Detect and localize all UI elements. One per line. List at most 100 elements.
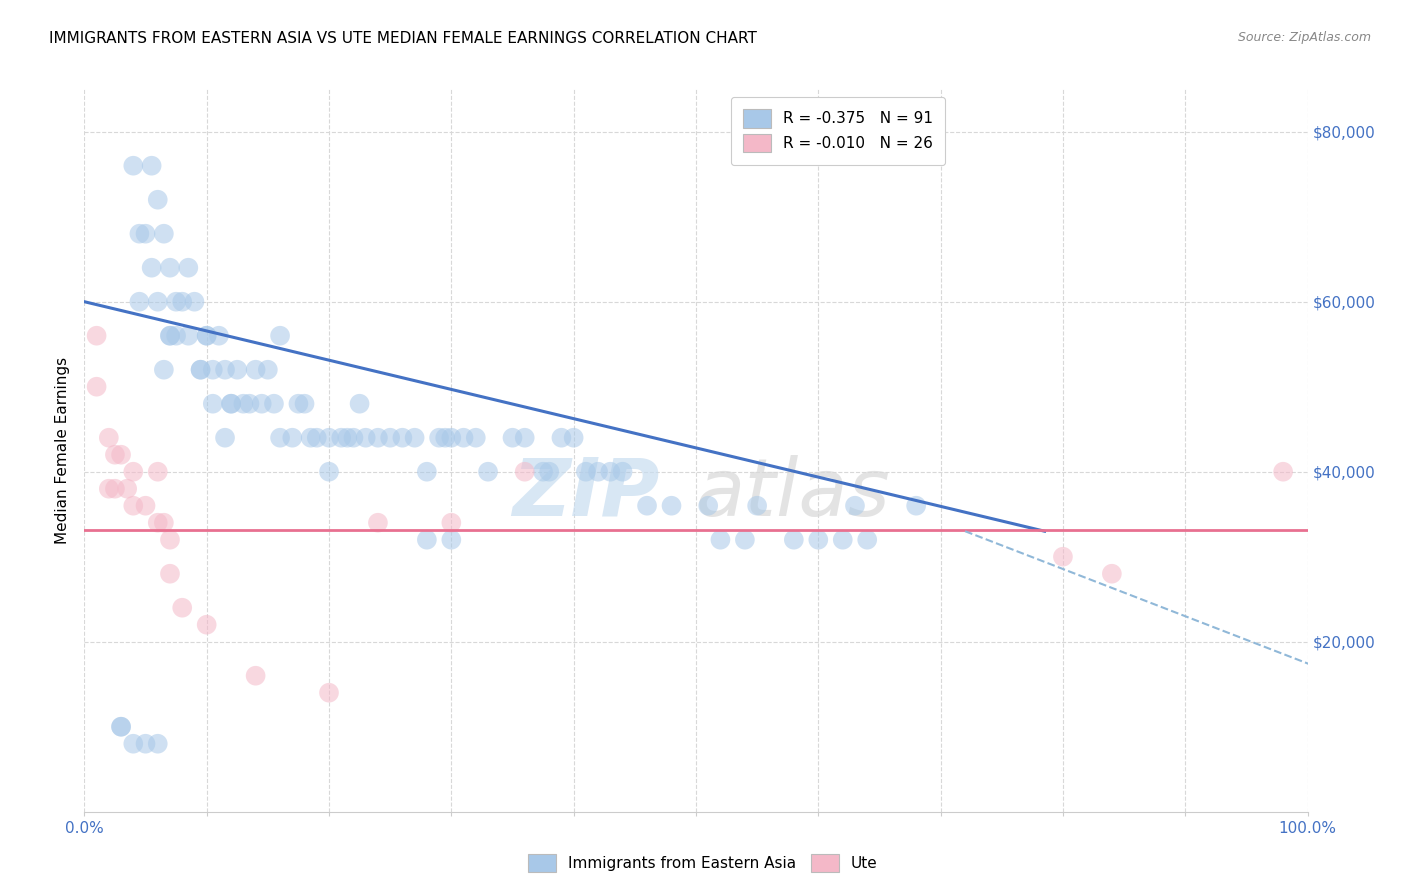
Point <box>538 465 561 479</box>
Point <box>391 431 413 445</box>
Point <box>97 431 120 445</box>
Text: ZIP: ZIP <box>512 455 659 533</box>
Point <box>219 397 242 411</box>
Point <box>281 431 304 445</box>
Point <box>905 499 928 513</box>
Y-axis label: Median Female Earnings: Median Female Earnings <box>55 357 70 544</box>
Legend: Immigrants from Eastern Asia, Ute: Immigrants from Eastern Asia, Ute <box>520 846 886 880</box>
Point <box>434 431 457 445</box>
Point <box>367 431 389 445</box>
Point <box>122 465 145 479</box>
Text: Source: ZipAtlas.com: Source: ZipAtlas.com <box>1237 31 1371 45</box>
Text: IMMIGRANTS FROM EASTERN ASIA VS UTE MEDIAN FEMALE EARNINGS CORRELATION CHART: IMMIGRANTS FROM EASTERN ASIA VS UTE MEDI… <box>49 31 756 46</box>
Point <box>153 227 176 241</box>
Point <box>135 499 157 513</box>
Point <box>115 482 138 496</box>
Point <box>831 533 853 547</box>
Point <box>318 465 340 479</box>
Point <box>513 465 536 479</box>
Point <box>232 397 254 411</box>
Point <box>146 737 169 751</box>
Point <box>128 294 150 309</box>
Point <box>135 737 157 751</box>
Point <box>440 533 463 547</box>
Point <box>146 465 169 479</box>
Point <box>318 431 340 445</box>
Point <box>110 448 132 462</box>
Point <box>477 465 499 479</box>
Point <box>531 465 554 479</box>
Point <box>562 431 585 445</box>
Point <box>599 465 621 479</box>
Point <box>807 533 830 547</box>
Point <box>172 600 194 615</box>
Point <box>141 159 163 173</box>
Point <box>226 362 249 376</box>
Point <box>110 720 132 734</box>
Point <box>122 159 145 173</box>
Point <box>856 533 879 547</box>
Point <box>697 499 720 513</box>
Text: atlas: atlas <box>696 455 891 533</box>
Point <box>404 431 426 445</box>
Point <box>110 720 132 734</box>
Point <box>86 328 108 343</box>
Point <box>661 499 683 513</box>
Point <box>159 328 181 343</box>
Point <box>330 431 353 445</box>
Point <box>153 362 176 376</box>
Point <box>342 431 364 445</box>
Point <box>172 294 194 309</box>
Point <box>612 465 634 479</box>
Legend: R = -0.375   N = 91, R = -0.010   N = 26: R = -0.375 N = 91, R = -0.010 N = 26 <box>731 97 945 165</box>
Point <box>86 380 108 394</box>
Point <box>128 227 150 241</box>
Point <box>734 533 756 547</box>
Point <box>245 362 267 376</box>
Point <box>195 328 218 343</box>
Point <box>416 533 439 547</box>
Point <box>146 516 169 530</box>
Point <box>135 227 157 241</box>
Point <box>575 465 598 479</box>
Point <box>159 328 181 343</box>
Point <box>195 328 218 343</box>
Point <box>238 397 260 411</box>
Point <box>636 499 658 513</box>
Point <box>141 260 163 275</box>
Point <box>305 431 328 445</box>
Point <box>201 397 224 411</box>
Point <box>183 294 205 309</box>
Point <box>263 397 285 411</box>
Point <box>464 431 486 445</box>
Point <box>367 516 389 530</box>
Point <box>219 397 242 411</box>
Point <box>294 397 316 411</box>
Point <box>1052 549 1074 564</box>
Point <box>299 431 322 445</box>
Point <box>783 533 806 547</box>
Point <box>208 328 231 343</box>
Point <box>440 431 463 445</box>
Point <box>349 397 371 411</box>
Point <box>245 669 267 683</box>
Point <box>159 533 181 547</box>
Point <box>440 516 463 530</box>
Point <box>214 431 236 445</box>
Point <box>336 431 359 445</box>
Point <box>427 431 450 445</box>
Point <box>122 499 145 513</box>
Point <box>146 294 169 309</box>
Point <box>380 431 402 445</box>
Point <box>709 533 731 547</box>
Point <box>269 431 291 445</box>
Point <box>177 260 200 275</box>
Point <box>97 482 120 496</box>
Point <box>214 362 236 376</box>
Point <box>318 686 340 700</box>
Point <box>201 362 224 376</box>
Point <box>195 617 218 632</box>
Point <box>250 397 273 411</box>
Point <box>453 431 475 445</box>
Point <box>747 499 769 513</box>
